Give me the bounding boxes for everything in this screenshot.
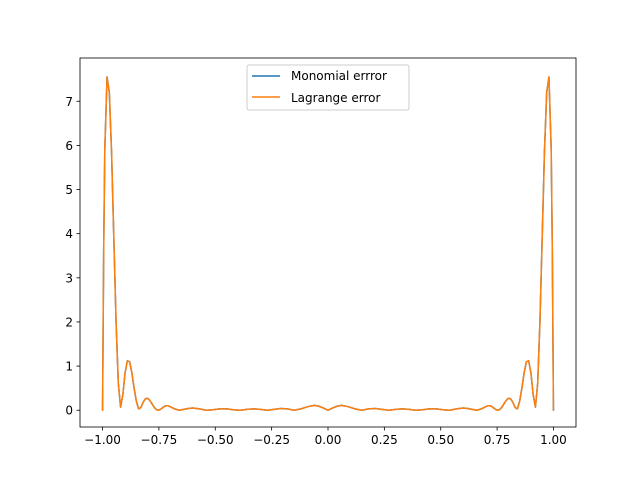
x-tick-label-6: 0.50 xyxy=(427,433,454,447)
x-tick-label-2: −0.50 xyxy=(197,433,234,447)
x-tick-label-3: −0.25 xyxy=(253,433,290,447)
x-tick-label-4: 0.00 xyxy=(315,433,342,447)
x-tick-label-1: −0.75 xyxy=(141,433,178,447)
x-tick-label-7: 0.75 xyxy=(484,433,511,447)
y-tick-label-0: 0 xyxy=(65,404,73,418)
x-tick-label-0: −1.00 xyxy=(84,433,121,447)
y-tick-label-1: 1 xyxy=(65,360,73,374)
legend-box xyxy=(246,64,410,111)
series-layer xyxy=(101,76,555,411)
axes-frame xyxy=(79,57,577,428)
x-tick-label-5: 0.25 xyxy=(371,433,398,447)
legend: Monomial errror Lagrange error xyxy=(246,64,410,111)
series-line-1 xyxy=(101,76,555,411)
y-tick-label-4: 4 xyxy=(65,227,73,241)
plot-area xyxy=(80,58,576,427)
axes-layer: −1.00 −0.75 −0.50 −0.25 0.00 0.25 0.50 0.75 1.00… xyxy=(65,57,577,447)
y-tick-label-5: 5 xyxy=(65,183,73,197)
y-tick-label-7: 7 xyxy=(65,95,73,109)
legend-label-lagrange: Lagrange error xyxy=(291,91,380,105)
y-tick-label-3: 3 xyxy=(65,271,73,285)
y-tick-label-2: 2 xyxy=(65,315,73,329)
y-tick-label-6: 6 xyxy=(65,139,73,153)
legend-label-monomial: Monomial errror xyxy=(291,69,387,83)
x-tick-label-8: 1.00 xyxy=(540,433,567,447)
